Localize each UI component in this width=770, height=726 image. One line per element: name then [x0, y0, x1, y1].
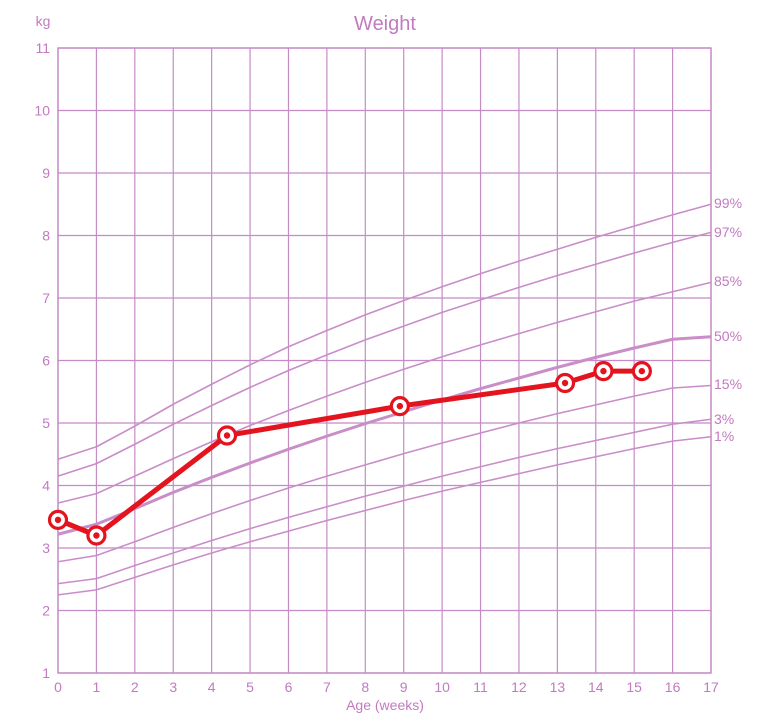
- x-tick-label: 10: [434, 679, 450, 695]
- data-point-dot: [600, 367, 607, 375]
- data-point-dot: [223, 432, 231, 439]
- y-tick-label: 8: [42, 228, 50, 244]
- x-tick-label: 7: [323, 679, 331, 695]
- data-point: [593, 361, 614, 382]
- x-tick-label: 6: [285, 679, 293, 695]
- y-tick-label: 3: [42, 540, 50, 556]
- y-tick-label: 6: [42, 353, 50, 369]
- x-tick-label: 8: [361, 679, 369, 695]
- x-tick-label: 5: [246, 679, 254, 695]
- x-tick-label: 2: [131, 679, 139, 695]
- x-tick-label: 12: [511, 679, 527, 695]
- percentile-curve-1: [57, 435, 712, 596]
- data-point-dot: [54, 516, 62, 524]
- percentile-curve-15: [57, 384, 712, 563]
- data-point: [554, 372, 576, 394]
- y-tick-label: 9: [42, 165, 50, 181]
- data-point: [216, 425, 238, 446]
- measurement-series: [47, 361, 652, 546]
- x-tick-label: 11: [473, 679, 488, 695]
- percentile-curve-3: [57, 418, 712, 585]
- x-tick-label: 1: [93, 679, 101, 695]
- x-tick-label: 3: [169, 679, 177, 695]
- percentile-label: 50%: [714, 328, 742, 344]
- x-tick-label: 4: [208, 679, 216, 695]
- percentile-label: 15%: [714, 376, 742, 392]
- x-tick-label: 0: [54, 679, 62, 695]
- y-tick-label: 7: [42, 290, 50, 306]
- percentile-label: 99%: [714, 195, 742, 211]
- y-tick-label: 5: [42, 415, 50, 431]
- grid: [57, 47, 712, 674]
- x-tick-label: 15: [626, 679, 642, 695]
- x-axis-label: Age (weeks): [346, 697, 424, 713]
- data-point: [631, 361, 652, 382]
- data-point: [86, 525, 107, 546]
- data-point: [389, 396, 410, 417]
- x-tick-label: 13: [550, 679, 566, 695]
- x-tick-label: 17: [703, 679, 719, 695]
- data-point: [47, 509, 69, 530]
- y-axis-label: kg: [36, 13, 51, 29]
- percentile-curve-50: [57, 335, 712, 536]
- data-point-dot: [93, 532, 100, 539]
- plot-border: [57, 47, 712, 674]
- x-tick-label: 16: [665, 679, 681, 695]
- data-point-dot: [561, 379, 569, 387]
- data-point-dot: [638, 367, 646, 375]
- percentile-label: 3%: [714, 411, 734, 427]
- series-line: [55, 368, 645, 538]
- percentile-curve-99: [57, 203, 712, 461]
- y-tick-label: 11: [35, 40, 50, 56]
- percentile-curve-85: [57, 281, 712, 504]
- data-point-dot: [396, 402, 404, 410]
- percentile-curve-97: [57, 231, 712, 477]
- percentile-label: 97%: [714, 224, 742, 240]
- y-tick-label: 2: [42, 603, 50, 619]
- chart-title: Weight: [354, 13, 416, 35]
- x-tick-label: 9: [400, 679, 408, 695]
- y-tick-label: 4: [42, 478, 50, 494]
- percentile-label: 85%: [714, 273, 742, 289]
- y-tick-label: 1: [42, 665, 50, 681]
- x-tick-label: 14: [588, 679, 604, 695]
- percentile-curves: 99% 97% 85% 50% 15% 3%1%: [57, 195, 742, 596]
- y-tick-label: 10: [34, 103, 50, 119]
- percentile-label: 1%: [714, 428, 734, 444]
